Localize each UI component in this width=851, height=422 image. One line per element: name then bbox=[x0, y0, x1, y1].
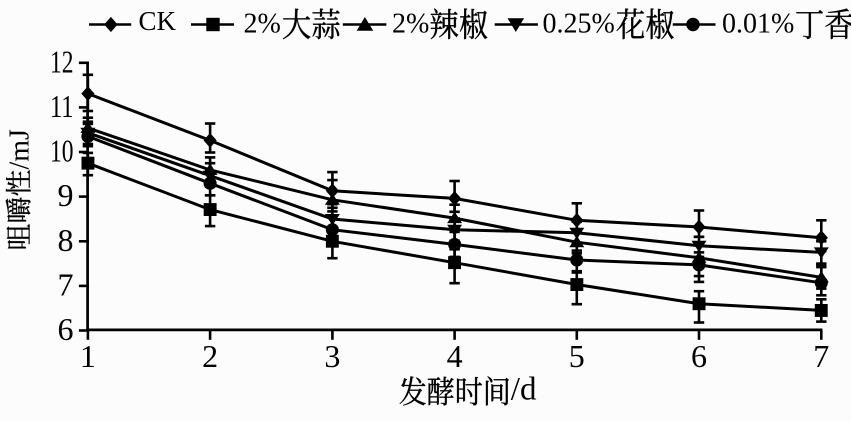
svg-text:8: 8 bbox=[58, 222, 74, 258]
svg-text:6: 6 bbox=[691, 338, 707, 374]
svg-text:1: 1 bbox=[80, 338, 96, 374]
svg-text:10: 10 bbox=[50, 133, 74, 169]
svg-text:3: 3 bbox=[324, 338, 340, 374]
svg-text:5: 5 bbox=[569, 338, 585, 374]
svg-text:2%: 2% bbox=[392, 9, 429, 40]
svg-text:7: 7 bbox=[58, 266, 74, 302]
svg-text:6: 6 bbox=[58, 311, 74, 347]
svg-text:0.01%: 0.01% bbox=[722, 9, 794, 40]
svg-text:2%: 2% bbox=[244, 9, 281, 40]
svg-text:CK: CK bbox=[139, 6, 177, 36]
svg-text:2: 2 bbox=[202, 338, 218, 374]
svg-text:11: 11 bbox=[50, 88, 74, 124]
svg-text:0.25%: 0.25% bbox=[543, 9, 615, 40]
svg-text:12: 12 bbox=[50, 43, 74, 79]
svg-text:7: 7 bbox=[813, 338, 829, 374]
svg-text:9: 9 bbox=[58, 177, 74, 213]
svg-text:/d: /d bbox=[511, 372, 537, 408]
svg-text:4: 4 bbox=[447, 338, 463, 374]
svg-text:/mJ: /mJ bbox=[5, 129, 36, 170]
